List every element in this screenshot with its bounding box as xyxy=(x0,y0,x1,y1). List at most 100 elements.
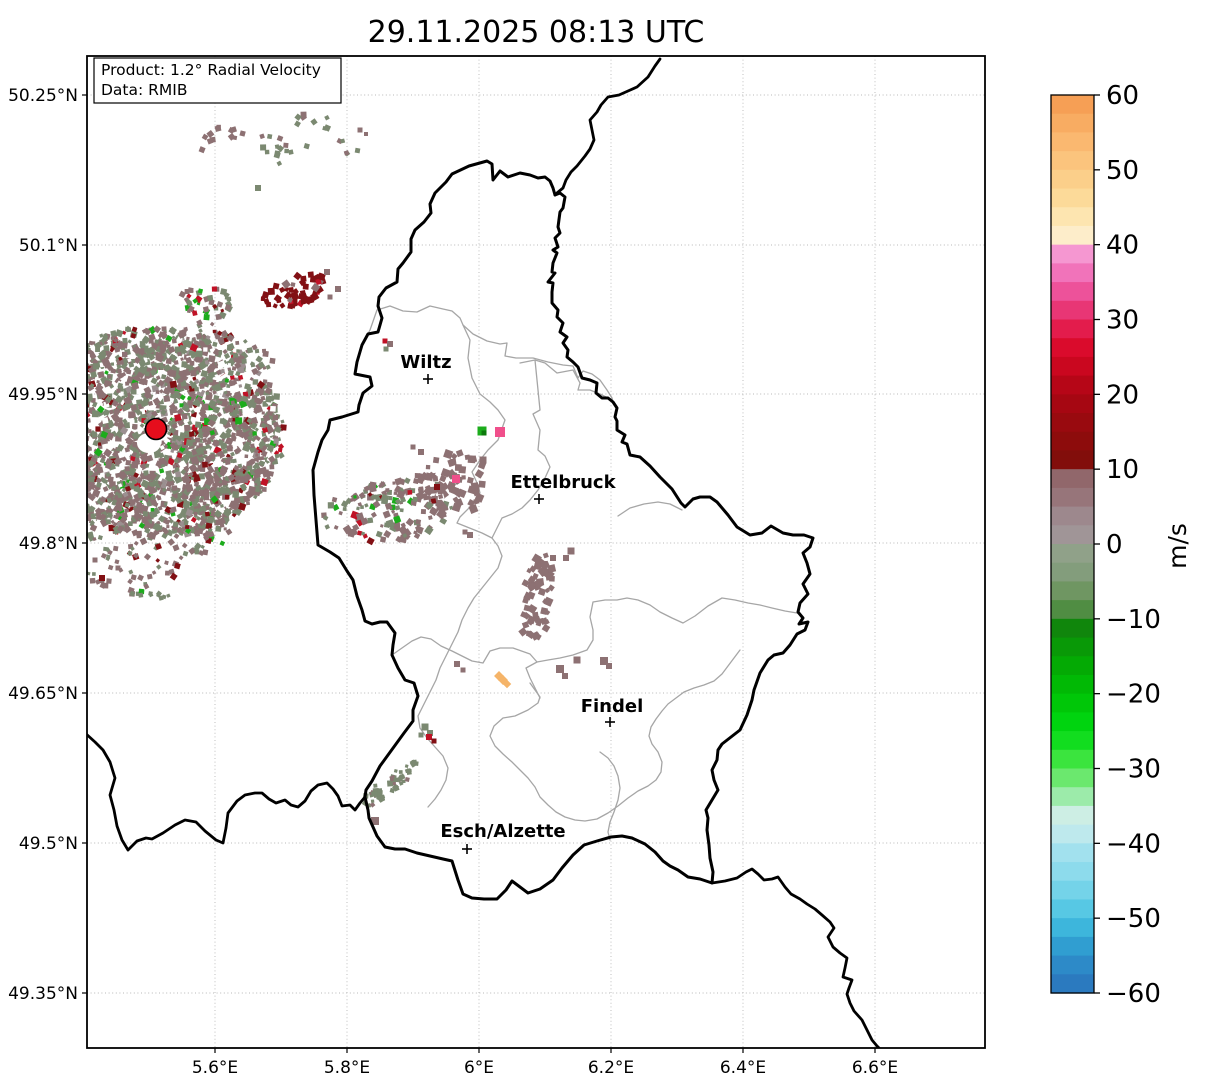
echo-pixel xyxy=(297,293,305,301)
echo-pixel xyxy=(167,371,171,376)
colorbar-band xyxy=(1051,693,1094,713)
echo-pixel xyxy=(384,502,393,511)
echo-pixel xyxy=(526,615,537,625)
echo-pixel xyxy=(567,547,575,555)
echo-pixel xyxy=(87,484,93,493)
echo-pixel xyxy=(394,498,402,505)
colorbar-band xyxy=(1051,113,1094,134)
echo-pixel xyxy=(467,532,473,538)
echo-pixel xyxy=(273,393,281,400)
echo-pixel xyxy=(270,405,276,412)
echo-pixel xyxy=(183,520,189,526)
echo-pixel xyxy=(125,381,130,386)
echo-pixel xyxy=(165,358,172,365)
echo-pixel xyxy=(407,489,413,495)
x-tick-label: 5.8°E xyxy=(324,1058,370,1078)
echo-pixel xyxy=(106,497,112,503)
echo-pixel xyxy=(251,422,257,429)
echo-pixel xyxy=(223,527,227,531)
colorbar-band xyxy=(1051,431,1094,452)
echo-pixel xyxy=(294,120,301,128)
echo-pixel xyxy=(115,329,124,338)
echo-pixel xyxy=(171,338,177,344)
echo-pixel xyxy=(416,475,425,485)
echo-pixel xyxy=(145,454,154,463)
echo-pixel xyxy=(92,440,99,447)
echo-pixel xyxy=(116,368,123,374)
echo-pixel xyxy=(169,507,176,514)
echo-pixel xyxy=(137,355,144,361)
echo-pixel xyxy=(251,344,258,351)
echo-pixel xyxy=(541,566,550,575)
echo-pixel xyxy=(88,340,94,346)
echo-pixel xyxy=(399,508,404,513)
echo-pixel xyxy=(142,353,147,358)
echo-pixel xyxy=(163,363,172,372)
echo-pixel xyxy=(198,473,205,480)
echo-pixel xyxy=(113,410,119,416)
district-border-line xyxy=(391,636,541,699)
echo-pixel xyxy=(191,500,199,508)
echo-pixel xyxy=(170,329,176,335)
echo-pixel xyxy=(90,513,96,518)
echo-pixel xyxy=(156,409,160,414)
echo-pixel xyxy=(393,785,400,792)
echo-pixel xyxy=(264,149,270,155)
echo-pixel xyxy=(183,326,189,332)
echo-pixel xyxy=(562,673,568,679)
echo-pixel xyxy=(92,557,98,563)
city-label-wiltz: Wiltz xyxy=(400,352,451,373)
echo-pixel xyxy=(232,356,239,363)
echo-pixel xyxy=(188,404,193,409)
echo-pixel xyxy=(143,583,150,590)
colorbar-band xyxy=(1051,862,1094,882)
x-tick-label: 6.2°E xyxy=(588,1058,634,1078)
echo-pixel xyxy=(131,461,139,469)
echo-pixel xyxy=(393,515,402,524)
echo-pixel xyxy=(185,438,194,447)
echo-pixel xyxy=(133,552,139,559)
echo-pixel xyxy=(434,484,440,490)
echo-pixel xyxy=(252,494,258,500)
echo-pixel xyxy=(235,340,240,345)
echo-pixel xyxy=(217,336,225,345)
echo-pixel xyxy=(372,500,381,509)
echo-pixel xyxy=(144,371,150,377)
echo-pixel xyxy=(195,518,202,525)
echo-pixel xyxy=(369,802,376,808)
colorbar-band xyxy=(1051,244,1094,264)
echo-pixel xyxy=(141,499,147,505)
echo-pixel xyxy=(176,513,183,520)
echo-pixel xyxy=(118,470,128,481)
radar-site-marker xyxy=(144,417,168,441)
echo-pixel xyxy=(159,389,164,394)
echo-pixel xyxy=(150,507,155,512)
colorbar-band xyxy=(1051,300,1094,321)
echo-pixel xyxy=(173,533,180,540)
echo-pixel xyxy=(158,363,166,371)
echo-pixel xyxy=(124,393,128,398)
echo-pixel xyxy=(227,369,234,377)
echo-pixel xyxy=(274,150,281,157)
echo-pixel xyxy=(114,559,120,565)
echo-pixel xyxy=(176,394,181,399)
echo-pixel xyxy=(261,426,269,434)
colorbar-band xyxy=(1051,562,1094,583)
echo-pixel xyxy=(140,399,148,408)
echo-pixel xyxy=(238,399,248,409)
echo-pixel xyxy=(124,508,130,514)
echo-pixel xyxy=(222,349,228,355)
echo-pixel xyxy=(220,458,226,463)
echo-pixel xyxy=(157,379,165,387)
echo-pixel xyxy=(212,405,221,414)
echo-pixel xyxy=(426,734,432,740)
echo-pixel xyxy=(181,413,188,420)
echo-pixel xyxy=(302,283,309,290)
y-tick-label: 49.8°N xyxy=(19,534,78,554)
colorbar-band xyxy=(1051,525,1094,545)
echo-pixel xyxy=(133,472,139,478)
plot-frame xyxy=(86,55,986,1049)
colorbar-band xyxy=(1051,356,1094,377)
echo-pixel xyxy=(385,488,390,493)
echo-pixel xyxy=(232,391,242,401)
